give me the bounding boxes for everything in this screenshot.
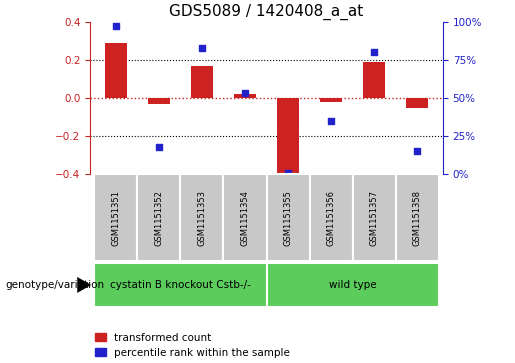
Bar xyxy=(94,174,138,261)
Bar xyxy=(138,174,180,261)
Polygon shape xyxy=(77,277,91,293)
Point xyxy=(241,90,249,96)
Bar xyxy=(310,174,353,261)
Text: GSM1151355: GSM1151355 xyxy=(284,190,293,246)
Text: wild type: wild type xyxy=(329,280,376,290)
Title: GDS5089 / 1420408_a_at: GDS5089 / 1420408_a_at xyxy=(169,4,364,20)
Point xyxy=(327,118,335,124)
Point xyxy=(413,148,421,154)
Bar xyxy=(148,98,170,104)
Bar xyxy=(363,62,385,98)
Bar xyxy=(353,174,396,261)
Text: genotype/variation: genotype/variation xyxy=(5,280,104,290)
Bar xyxy=(180,174,224,261)
Text: GSM1151357: GSM1151357 xyxy=(370,190,379,246)
Bar xyxy=(94,263,267,307)
Text: GSM1151352: GSM1151352 xyxy=(154,190,163,246)
Bar xyxy=(105,43,127,98)
Bar xyxy=(267,263,439,307)
Text: GSM1151351: GSM1151351 xyxy=(111,190,121,246)
Bar xyxy=(320,98,342,102)
Point xyxy=(198,45,206,50)
Bar xyxy=(234,94,256,98)
Point xyxy=(155,144,163,150)
Legend: transformed count, percentile rank within the sample: transformed count, percentile rank withi… xyxy=(95,333,290,358)
Text: GSM1151356: GSM1151356 xyxy=(327,190,336,246)
Bar xyxy=(267,174,310,261)
Bar xyxy=(406,98,428,107)
Text: cystatin B knockout Cstb-/-: cystatin B knockout Cstb-/- xyxy=(110,280,251,290)
Text: GSM1151354: GSM1151354 xyxy=(241,190,249,246)
Point xyxy=(284,170,292,176)
Text: GSM1151358: GSM1151358 xyxy=(413,190,422,246)
Bar xyxy=(396,174,439,261)
Bar xyxy=(224,174,267,261)
Point xyxy=(370,49,378,55)
Text: GSM1151353: GSM1151353 xyxy=(197,190,207,246)
Bar xyxy=(277,98,299,178)
Bar xyxy=(191,66,213,98)
Point xyxy=(112,24,120,29)
